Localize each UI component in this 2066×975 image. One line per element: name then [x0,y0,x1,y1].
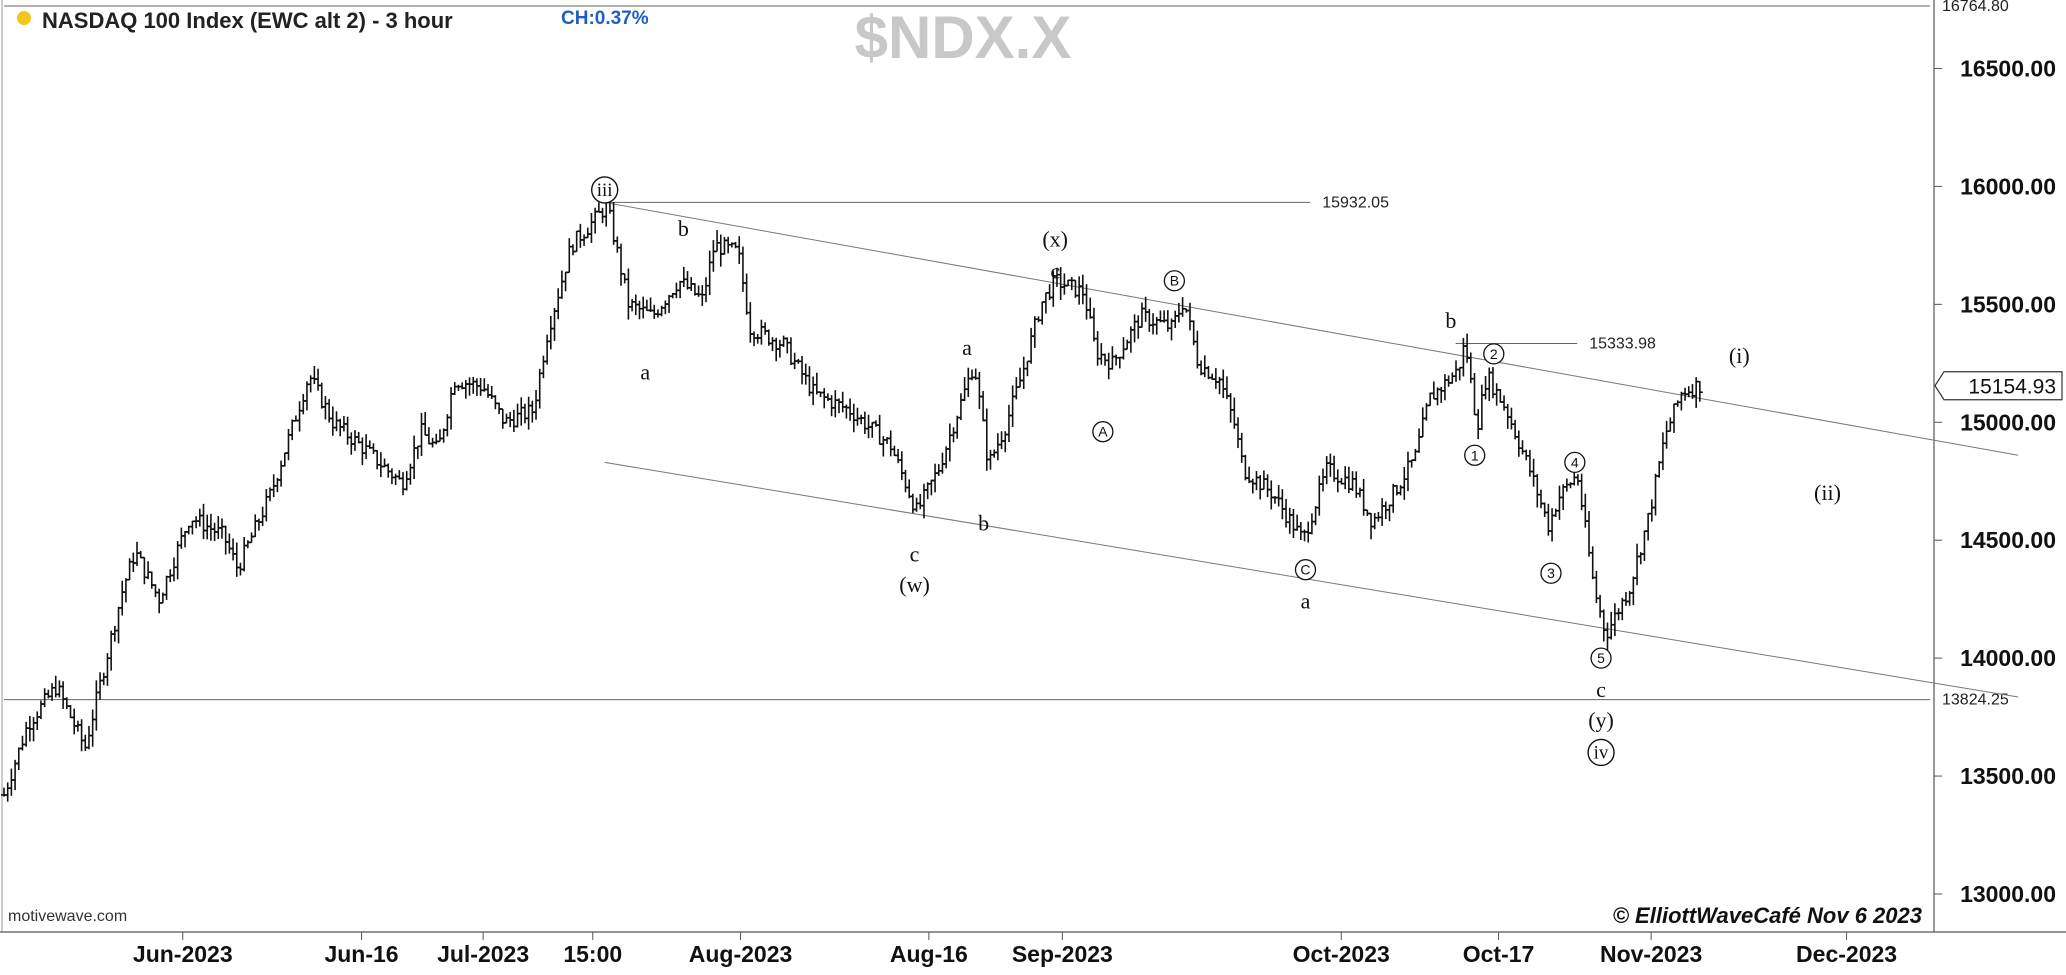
wave-label: iii [597,180,613,201]
wave-label-circle-icon [1294,559,1317,581]
axes-frame [0,0,2066,933]
level-line-label: 13824.25 [1942,692,2009,709]
wave-label: (y) [1588,708,1614,733]
wave-label: 2 [1490,346,1498,362]
y-tick-label: 14500.00 [1960,527,2056,553]
wave-label: (ii) [1814,480,1841,505]
x-tick-label: Aug-2023 [689,941,793,967]
y-tick-label: 16000.00 [1960,173,2056,199]
wave-label: (x) [1042,226,1068,251]
wave-label: a [962,335,972,360]
wave-label-circle-icon [1587,738,1615,767]
wave-label: c [910,541,920,566]
wave-label: c [1596,677,1606,702]
wave-label: c [1050,258,1060,283]
change-percent: CH:0.37% [561,8,649,29]
level-line-label: 15932.05 [1322,194,1389,211]
level-line-label: 15333.98 [1589,335,1656,352]
symbol-watermark: $NDX.X [855,4,1072,71]
price-bars [1,190,1703,802]
wave-label-circle-icon [1590,647,1612,669]
last-price-marker: 15154.93 [1934,371,2063,401]
wave-label: b [978,511,989,536]
wave-label-circle-icon [1483,343,1505,365]
channel-trend-line [604,461,2019,698]
status-dot-icon [17,11,31,25]
source-label: motivewave.com [8,908,127,925]
x-tick-label: Sep-2023 [1012,941,1113,967]
wave-label: (w) [899,572,930,597]
wave-label-circle-icon [1464,444,1486,466]
x-tick-label: Jul-2023 [437,941,529,967]
wave-label-circle-icon [1564,451,1586,474]
wave-label: (i) [1729,343,1750,368]
wave-label: b [1445,308,1456,333]
y-tick-label: 16500.00 [1960,55,2056,81]
x-tick-label: Jun-2023 [133,941,233,967]
last-price-label: 15154.93 [1968,376,2056,399]
trend-and-level-lines: 16764.80 15932.05 15333.98 13824.25 [4,0,2019,709]
wave-label: B [1170,273,1179,289]
x-tick-label: Nov-2023 [1600,941,1702,967]
wave-label: iv [1594,742,1609,763]
wave-labels: iii b a c (w) a b (x) c B A Ca b 2 1 (i) (ii) 4 3 5 c (y) iv [590,176,1841,767]
y-tick-label: 14000.00 [1960,645,2056,671]
wave-label: 3 [1547,565,1555,581]
wave-label: 4 [1571,454,1579,470]
x-tick-label: 15:00 [563,941,622,967]
wave-label: b [678,216,689,241]
price-bar [1696,380,1703,402]
wave-label: 1 [1471,447,1479,463]
x-axis: Jun-2023 Jun-16 Jul-2023 15:00 Aug-2023 Aug-1… [133,932,1897,967]
y-tick-label: 15000.00 [1960,409,2056,435]
wave-label: C [1300,562,1310,578]
wave-label: 5 [1597,650,1605,666]
wave-label-circle-icon [1163,270,1186,292]
channel-trend-line [604,201,2019,456]
wave-label-circle-icon [1092,421,1114,443]
wave-label-circle-icon [1540,562,1562,584]
x-tick-label: Oct-2023 [1293,941,1390,967]
level-line-label: 16764.80 [1942,0,2009,15]
wave-label-circle-icon [590,176,619,204]
copyright-label: © ElliottWaveCafé Nov 6 2023 [1613,903,1922,928]
wave-label: A [1098,424,1108,440]
y-axis: 13000.00 13500.00 14000.00 14500.00 15000.00… [1934,55,2056,907]
y-tick-label: 13500.00 [1960,763,2056,789]
x-tick-label: Dec-2023 [1796,941,1897,967]
wave-label: a [640,360,650,385]
x-tick-label: Oct-17 [1463,941,1535,967]
chart-title: NASDAQ 100 Index (EWC alt 2) - 3 hour [42,8,453,33]
x-tick-label: Aug-16 [890,941,968,967]
y-tick-label: 15500.00 [1960,291,2056,317]
x-tick-label: Jun-16 [324,941,398,967]
y-tick-label: 13000.00 [1960,881,2056,907]
wave-label: a [1301,589,1311,614]
